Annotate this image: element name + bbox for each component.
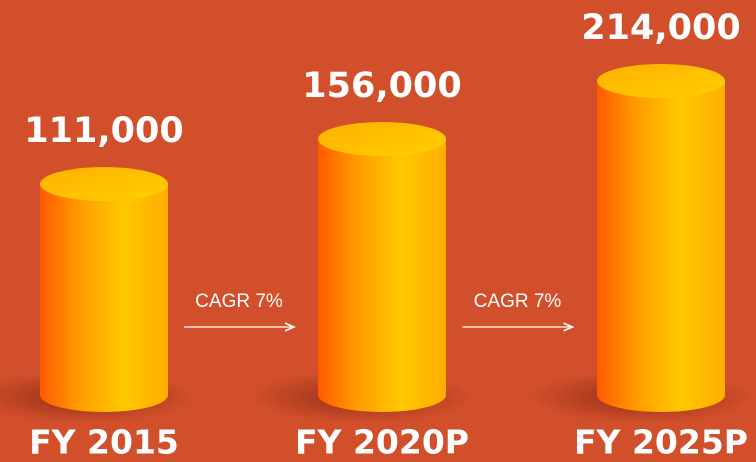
bar	[318, 139, 446, 412]
category-label: FY 2025P	[574, 423, 748, 462]
category-label: FY 2020P	[295, 423, 469, 462]
bar-top	[40, 167, 168, 201]
bar-top	[597, 64, 725, 98]
value-label: 156,000	[302, 66, 461, 106]
category-label: FY 2015	[29, 423, 179, 462]
value-label: 111,000	[24, 111, 183, 151]
bar	[40, 184, 168, 412]
bar	[597, 81, 725, 412]
value-label: 214,000	[581, 8, 740, 48]
bar-top	[318, 122, 446, 156]
annotation: CAGR 7%	[195, 291, 283, 312]
annotation: CAGR 7%	[474, 291, 562, 312]
